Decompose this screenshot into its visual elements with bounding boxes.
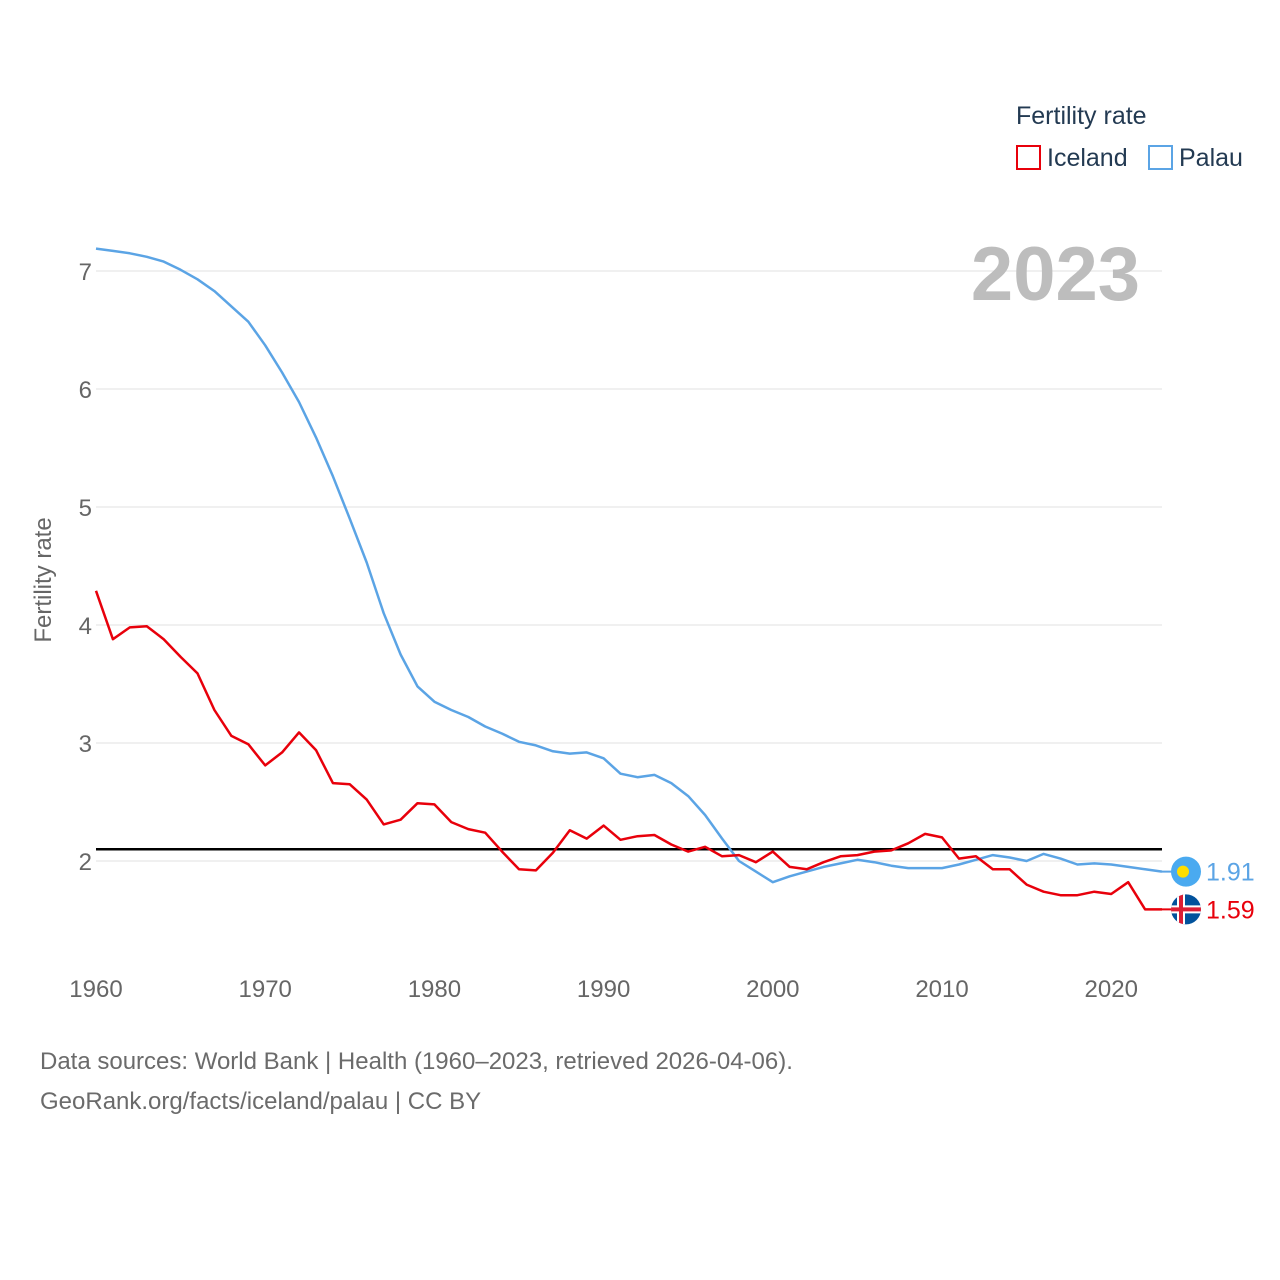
footer: Data sources: World Bank | Health (1960–… bbox=[40, 1042, 1240, 1122]
x-tick-label: 1960 bbox=[69, 976, 122, 1003]
flag-iceland-cross-h-red bbox=[1171, 907, 1201, 912]
flag-palau-icon bbox=[1171, 856, 1201, 887]
x-axis-ticks: 1960 1970 1980 1990 2000 2010 2020 bbox=[69, 976, 1138, 1003]
y-tick-label: 2 bbox=[79, 849, 92, 876]
series-line-iceland bbox=[94, 590, 1162, 911]
x-tick-label: 2020 bbox=[1085, 976, 1138, 1003]
flag-iceland-icon bbox=[1171, 894, 1201, 925]
end-label-iceland: 1.59 bbox=[1206, 896, 1255, 924]
y-tick-label: 5 bbox=[79, 495, 92, 522]
footer-link[interactable]: GeoRank.org/facts/iceland/palau | CC BY bbox=[40, 1088, 482, 1115]
y-axis-ticks: 2 3 4 5 6 7 bbox=[79, 259, 92, 876]
y-axis-title: Fertility rate bbox=[30, 517, 57, 642]
x-tick-label: 1970 bbox=[239, 976, 292, 1003]
y-tick-label: 3 bbox=[79, 731, 92, 758]
footer-sources: Data sources: World Bank | Health (1960–… bbox=[40, 1048, 793, 1075]
grid-lines bbox=[96, 270, 1162, 862]
x-tick-label: 2010 bbox=[915, 976, 968, 1003]
end-markers: 1.91 1.59 bbox=[1162, 856, 1255, 925]
legend-swatch-iceland bbox=[1016, 145, 1041, 170]
y-tick-label: 6 bbox=[79, 377, 92, 404]
legend-swatch-palau bbox=[1148, 145, 1173, 170]
x-tick-label: 1990 bbox=[577, 976, 630, 1003]
year-label: 2023 bbox=[971, 232, 1140, 317]
flag-iceland-cross-v-red bbox=[1179, 894, 1183, 925]
x-tick-label: 2000 bbox=[746, 976, 799, 1003]
fertility-chart: 2 3 4 5 6 7 1960 1970 1980 1990 2000 2010 2020 Fert… bbox=[30, 102, 1255, 1003]
legend-title: Fertility rate bbox=[1016, 102, 1147, 130]
x-tick-label: 1980 bbox=[408, 976, 461, 1003]
series-lines bbox=[94, 247, 1163, 911]
series-line-palau bbox=[95, 247, 1163, 884]
end-label-palau: 1.91 bbox=[1206, 859, 1255, 887]
legend: Fertility rate Iceland Palau bbox=[1016, 102, 1243, 172]
legend-label-palau: Palau bbox=[1179, 144, 1243, 172]
y-tick-label: 4 bbox=[79, 613, 92, 640]
y-tick-label: 7 bbox=[79, 259, 92, 286]
legend-label-iceland: Iceland bbox=[1047, 144, 1128, 172]
flag-palau-disc bbox=[1177, 865, 1189, 878]
